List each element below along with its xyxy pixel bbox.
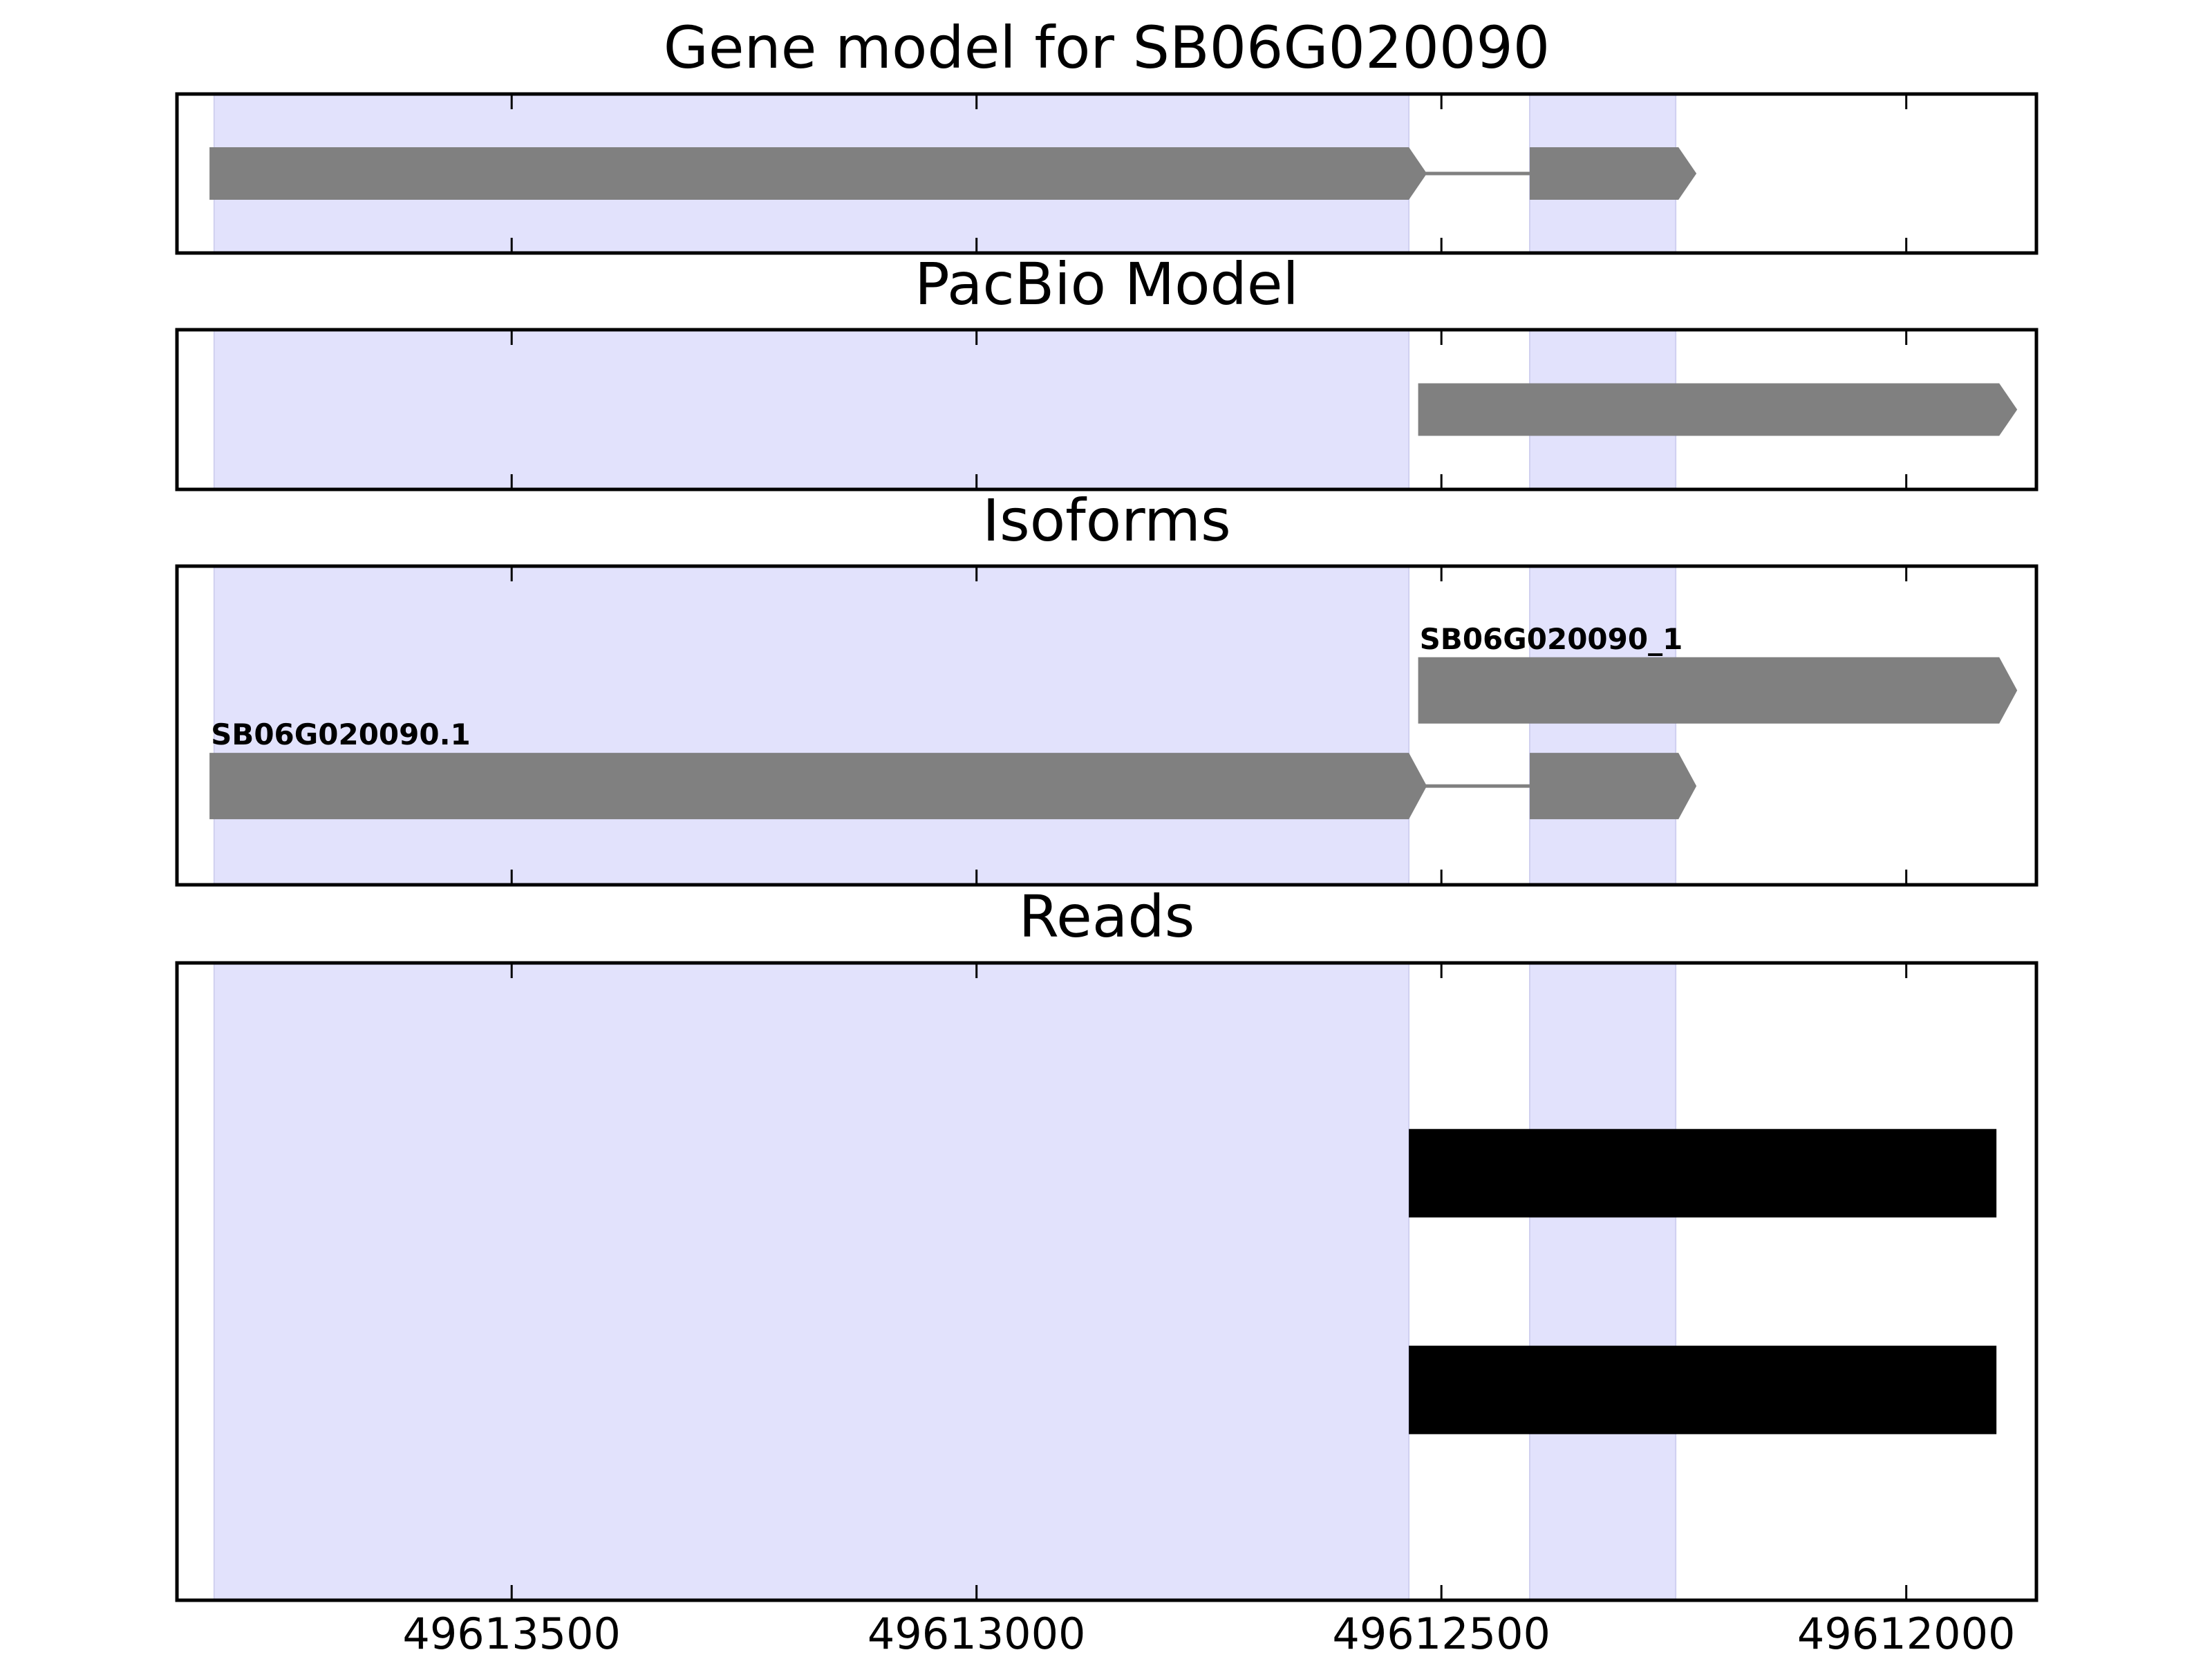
exon-block bbox=[1529, 147, 1697, 200]
transcript: SB06G020090.1 bbox=[209, 718, 1697, 820]
panel-1: PacBio Model bbox=[175, 250, 2038, 491]
highlight-region bbox=[213, 565, 1410, 885]
panel-2: SB06G020090_1 SB06G020090.1 Isoforms bbox=[175, 487, 2038, 887]
exon-block bbox=[209, 147, 1427, 200]
exon-block bbox=[209, 753, 1427, 820]
highlight-region bbox=[1528, 565, 1677, 885]
highlight-region bbox=[213, 962, 1410, 1601]
exon-block bbox=[1418, 657, 2018, 724]
panel-title: Gene model for SB06G020090 bbox=[664, 14, 1550, 82]
transcript: SB06G020090_1 bbox=[1418, 622, 2018, 724]
panel-frame bbox=[175, 92, 2038, 255]
highlight-region bbox=[1528, 962, 1677, 1601]
x-tick-label: 49612500 bbox=[1332, 1609, 1550, 1659]
panels-layer: Gene model for SB06G020090 PacBio Model SB… bbox=[175, 14, 2038, 1602]
panel-0: Gene model for SB06G020090 bbox=[175, 14, 2038, 255]
transcript bbox=[1418, 383, 2018, 436]
transcript bbox=[209, 147, 1697, 200]
panel-title: Reads bbox=[1019, 883, 1195, 950]
isoform-label: SB06G020090.1 bbox=[211, 718, 471, 751]
read-bar bbox=[1409, 1345, 1997, 1434]
panel-frame bbox=[175, 961, 2038, 1602]
x-tick-label: 49613500 bbox=[402, 1609, 621, 1659]
exon-block bbox=[1529, 753, 1697, 820]
isoform-label: SB06G020090_1 bbox=[1420, 622, 1683, 656]
x-axis: 49613500 49613000 49612500 49612000 bbox=[402, 1609, 2015, 1659]
x-tick-label: 49613000 bbox=[868, 1609, 1086, 1659]
read-bar bbox=[1409, 1129, 1997, 1218]
panel-title: PacBio Model bbox=[915, 250, 1299, 318]
exon-block bbox=[1418, 383, 2018, 436]
panel-3: Reads bbox=[175, 883, 2038, 1602]
panel-title: Isoforms bbox=[982, 487, 1231, 554]
x-tick-label: 49612000 bbox=[1797, 1609, 2016, 1659]
highlight-region bbox=[213, 329, 1410, 490]
panel-frame bbox=[175, 328, 2038, 491]
panel-frame bbox=[175, 564, 2038, 887]
